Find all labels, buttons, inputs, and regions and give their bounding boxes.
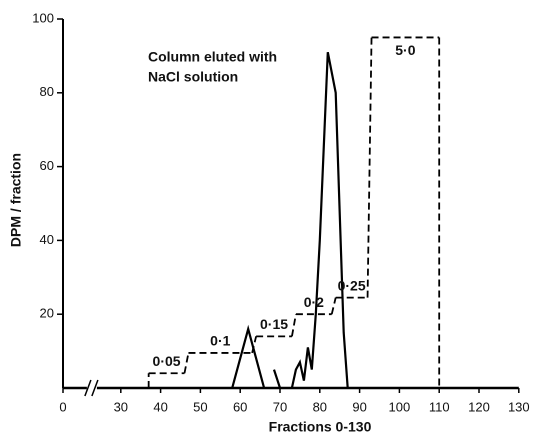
annotation-line: Column eluted with [148, 49, 277, 65]
step-label: 0·05 [153, 353, 181, 369]
x-tick-label: 120 [468, 399, 490, 414]
step-label: 0·15 [260, 316, 288, 332]
x-tick-label: 50 [193, 399, 207, 414]
step-riser [251, 336, 257, 354]
x-axis-label: Fractions 0-130 [269, 419, 372, 435]
x-tick-label: 0 [59, 399, 66, 414]
x-tick-label: 40 [153, 399, 167, 414]
y-tick-label: 40 [40, 232, 54, 247]
y-tick-label: 100 [32, 10, 54, 25]
x-tick-label: 80 [313, 399, 327, 414]
y-tick-label: 20 [40, 306, 54, 321]
step-riser [366, 37, 373, 298]
y-tick-label: 60 [40, 158, 54, 173]
y-axis-label: DPM / fraction [8, 153, 24, 247]
axis-break [84, 379, 92, 397]
x-tick-label: 90 [352, 399, 366, 414]
data-line [231, 51, 349, 389]
x-tick-label: 60 [233, 399, 247, 414]
step-riser [291, 314, 297, 337]
axis-break [91, 379, 99, 397]
y-tick-label: 80 [40, 84, 54, 99]
x-tick-label: 30 [114, 399, 128, 414]
step-riser [183, 352, 190, 374]
x-tick-label: 110 [429, 399, 450, 414]
x-tick-label: 130 [508, 399, 530, 414]
x-tick-label: 70 [273, 399, 287, 414]
step-riser [330, 297, 337, 315]
step-label: 0·25 [338, 277, 366, 293]
step-label: 5·0 [395, 42, 415, 58]
x-tick-label: 100 [389, 399, 411, 414]
step-label: 0·2 [304, 294, 324, 310]
step-label: 0·1 [210, 333, 230, 349]
annotation-line: NaCl solution [148, 69, 238, 85]
